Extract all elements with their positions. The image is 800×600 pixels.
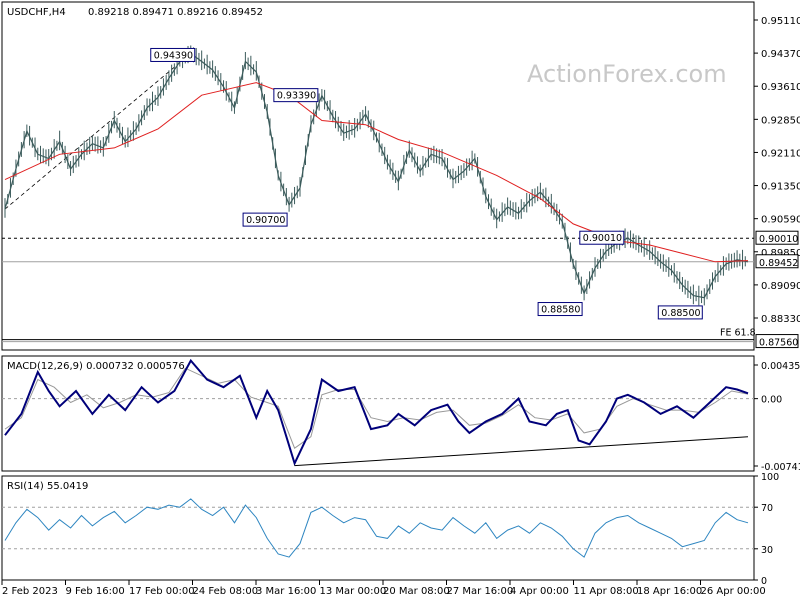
x-tick-label: 2 Feb 2023 <box>2 586 58 597</box>
rsi-y-tick-label: 70 <box>761 503 773 514</box>
price-annotation-box <box>150 47 196 62</box>
price-annotation-box <box>242 212 288 227</box>
x-tick-label: 4 Apr 00:00 <box>510 586 569 597</box>
price-level-label: 0.89452 <box>759 258 798 269</box>
rsi-y-tick-label: 100 <box>761 472 779 483</box>
moving-average-line <box>4 82 749 263</box>
price-annotation-label: 0.94390 <box>154 50 193 61</box>
x-tick-label: 26 Apr 00:00 <box>701 586 766 597</box>
x-tick-label: 27 Mar 16:00 <box>447 586 514 597</box>
macd-title: MACD(12,26,9) 0.000732 0.000576 <box>7 361 185 372</box>
x-tick-label: 9 Feb 16:00 <box>66 586 125 597</box>
price-y-tick-label: 0.89850 <box>761 248 800 259</box>
macd-signal-line <box>4 367 749 449</box>
price-level-label-box <box>755 334 799 349</box>
rsi-y-tick-label: 0 <box>761 576 767 587</box>
price-y-tick-label: 0.92110 <box>761 148 800 159</box>
price-y-tick-label: 0.89090 <box>761 281 800 292</box>
price-y-tick-label: 0.92850 <box>761 115 800 126</box>
symbol-label: USDCHF,H4 <box>7 7 66 18</box>
price-annotation-box <box>273 88 319 103</box>
price-level-label: 0.87560 <box>759 338 798 349</box>
macd-pane-border <box>1 355 755 472</box>
price-level-label-box <box>755 254 799 269</box>
price-annotation-box <box>657 305 703 320</box>
rsi-y-tick-label: 30 <box>761 545 773 556</box>
price-level-label-box <box>755 230 799 245</box>
rsi-title: RSI(14) 55.0419 <box>7 481 88 492</box>
macd-y-tick-label: 0.004354 <box>761 361 800 372</box>
price-annotation-label: 0.90010 <box>583 233 622 244</box>
line-layer <box>4 45 749 558</box>
price-annotation-label: 0.90700 <box>246 215 285 226</box>
price-y-tick-label: 0.95110 <box>761 16 800 27</box>
price-annotation-box <box>537 302 583 317</box>
x-tick-label: 18 Apr 16:00 <box>637 586 702 597</box>
fib-level-note: FE 61.8 <box>720 328 756 339</box>
rsi-pane-border <box>1 475 755 581</box>
axis-layer: 0.95110 0.94370 0.93610 0.92850 0.92110 0.913… <box>1 16 800 597</box>
macd-y-tick-label: 0.00 <box>761 395 782 406</box>
price-annotation-label: 0.88500 <box>661 308 700 319</box>
x-tick-label: 11 Apr 08:00 <box>574 586 639 597</box>
price-annotation-label: 0.88580 <box>541 305 580 316</box>
macd-y-tick-label: -0.007417 <box>761 462 800 473</box>
watermark-text: ActionForex.com <box>527 60 727 88</box>
rsi-line <box>4 498 749 558</box>
price-y-tick-label: 0.93610 <box>761 82 800 93</box>
ohlc-label: 0.89218 0.89471 0.89216 0.89452 <box>88 7 263 18</box>
macd-trendline <box>294 436 749 467</box>
x-tick-label: 3 Mar 16:00 <box>256 586 316 597</box>
price-level-label: 0.90010 <box>759 234 798 245</box>
x-tick-label: 20 Mar 08:00 <box>383 586 450 597</box>
price-y-tick-label: 0.94370 <box>761 49 800 60</box>
price-annotation-box <box>579 230 625 245</box>
x-tick-label: 13 Mar 00:00 <box>320 586 387 597</box>
price-pane-border <box>1 1 755 351</box>
macd-line <box>4 358 749 467</box>
price-y-tick-label: 0.91350 <box>761 182 800 193</box>
price-y-tick-label: 0.90590 <box>761 215 800 226</box>
price-annotation-label: 0.93390 <box>277 91 316 102</box>
x-tick-label: 24 Feb 08:00 <box>193 586 259 597</box>
price-trendline <box>4 53 192 210</box>
x-tick-label: 17 Feb 00:00 <box>129 586 195 597</box>
price-y-tick-label: 0.88330 <box>761 314 800 325</box>
